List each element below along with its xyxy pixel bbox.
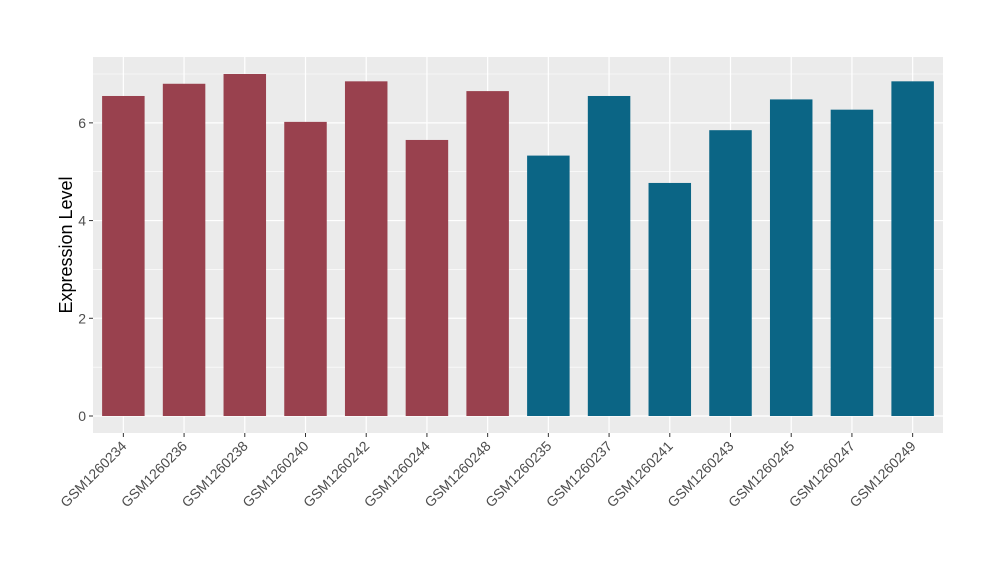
bar-GSM1260243: [709, 130, 752, 416]
x-axis-ticks: GSM1260234GSM1260236GSM1260238GSM1260240…: [57, 433, 919, 510]
bar-GSM1260247: [830, 109, 874, 416]
bar-GSM1260245: [769, 99, 813, 417]
bar-GSM1260249: [891, 81, 934, 416]
bar-GSM1260238: [223, 74, 267, 416]
bar-GSM1260234: [102, 95, 145, 416]
bar-GSM1260240: [284, 121, 327, 416]
bar-GSM1260244: [405, 139, 449, 416]
y-tick-label: 0: [78, 408, 86, 424]
bar-GSM1260237: [587, 95, 631, 416]
bar-GSM1260242: [344, 81, 388, 416]
y-tick-label: 6: [78, 115, 86, 131]
y-axis-title: Expression Level: [56, 176, 76, 313]
y-tick-label: 4: [78, 213, 86, 229]
bar-GSM1260248: [466, 91, 509, 416]
bar-GSM1260236: [162, 83, 206, 417]
y-tick-label: 2: [78, 310, 86, 326]
plot-panel: [93, 57, 943, 433]
y-axis-ticks: 0 2 4 6: [78, 115, 93, 424]
bar-GSM1260241: [648, 182, 692, 416]
bar-GSM1260235: [527, 155, 570, 416]
bars: [102, 74, 934, 417]
